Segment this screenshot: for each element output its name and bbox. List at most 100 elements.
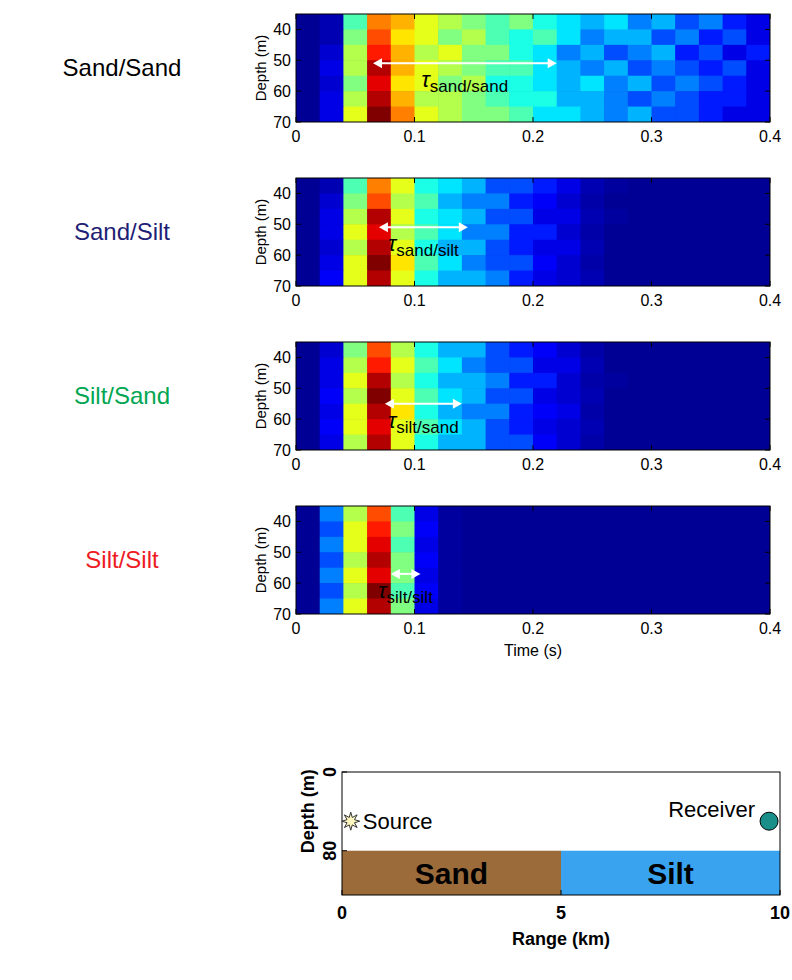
heatmap-cells — [296, 14, 770, 122]
heatmap-cell — [628, 193, 652, 209]
heatmap-cell — [438, 178, 462, 194]
heatmap-cell — [723, 373, 747, 389]
heatmap-cell — [580, 568, 604, 584]
heatmap-cell — [580, 521, 604, 537]
heatmap-cell — [723, 45, 747, 61]
heatmap-cell — [533, 91, 557, 107]
heatmap-cell — [723, 14, 747, 30]
heatmap-cell — [391, 107, 415, 122]
heatmap-cell — [509, 373, 533, 389]
heatmap-cell — [580, 60, 604, 76]
heatmap-cell — [628, 373, 652, 389]
heatmap-cell — [296, 60, 320, 76]
heatmap-cell — [652, 178, 676, 194]
heatmap-cell — [367, 552, 391, 568]
heatmap-cell — [699, 521, 723, 537]
heatmap-cell — [557, 224, 581, 240]
heatmap-cell — [391, 521, 415, 537]
heatmap-cell — [343, 45, 367, 61]
heatmap-cell — [675, 552, 699, 568]
plot-frame — [296, 14, 770, 122]
x-tick — [651, 281, 652, 286]
heatmap-cell — [723, 435, 747, 450]
x-tick-label: 0 — [337, 903, 347, 923]
heatmap-cell — [675, 60, 699, 76]
source-label: Source — [363, 809, 433, 834]
y-tick — [765, 521, 770, 522]
heatmap-cell — [723, 568, 747, 584]
heatmap-cell — [320, 91, 344, 107]
heatmap-cell — [533, 178, 557, 194]
panel: 00.10.20.30.440506070Depth (m)Time (s)Si… — [85, 506, 781, 659]
heatmap-cell — [604, 583, 628, 599]
heatmap-cell — [746, 45, 770, 61]
heatmap-cell — [604, 521, 628, 537]
heatmap-cell — [628, 506, 652, 522]
heatmap-cell — [580, 373, 604, 389]
heatmap-cell — [296, 419, 320, 435]
heatmap-cell — [343, 193, 367, 209]
x-tick — [651, 14, 652, 19]
heatmap-cell — [509, 91, 533, 107]
heatmap-cell — [675, 29, 699, 45]
heatmap-cell — [604, 240, 628, 256]
arrow-head — [548, 58, 557, 68]
heatmap-cell — [343, 583, 367, 599]
x-tick-label: 0.1 — [403, 456, 425, 473]
heatmap-cell — [320, 209, 344, 225]
heatmap-cell — [533, 271, 557, 286]
heatmap-cell — [320, 14, 344, 30]
heatmap-cell — [296, 45, 320, 61]
y-tick-label: 70 — [273, 442, 291, 459]
heatmap-cell — [580, 29, 604, 45]
x-tick — [296, 445, 297, 450]
heatmap-cell — [486, 240, 510, 256]
heatmap-cell — [509, 76, 533, 92]
y-tick — [765, 91, 770, 92]
heatmap-cell — [438, 388, 462, 404]
y-tick-label: 50 — [273, 52, 291, 69]
heatmap-cell — [486, 271, 510, 286]
heatmap-cell — [296, 583, 320, 599]
heatmap-cell — [723, 29, 747, 45]
heatmap-cell — [509, 45, 533, 61]
heatmap-cell — [296, 29, 320, 45]
heatmap-cell — [746, 14, 770, 30]
heatmap-cell — [533, 583, 557, 599]
heatmap-cell — [557, 599, 581, 614]
heatmap-cell — [415, 271, 439, 286]
heatmap-cell — [628, 342, 652, 358]
heatmap-cell — [320, 240, 344, 256]
x-tick — [533, 117, 534, 122]
heatmap-cell — [367, 45, 391, 61]
heatmap-cell — [320, 357, 344, 373]
layer-label: Sand — [415, 857, 488, 890]
heatmap-cell — [296, 506, 320, 522]
heatmap-cell — [415, 435, 439, 450]
heatmap-cell — [699, 45, 723, 61]
heatmap-cell — [628, 45, 652, 61]
heatmap-cell — [391, 537, 415, 553]
heatmap-cell — [320, 271, 344, 286]
heatmap-cell — [415, 342, 439, 358]
x-tick — [414, 506, 415, 511]
heatmap-cell — [320, 568, 344, 584]
y-tick — [296, 450, 301, 451]
y-tick — [765, 614, 770, 615]
heatmap-cell — [746, 599, 770, 614]
panel-title: Sand/Sand — [63, 54, 182, 81]
heatmap-cell — [675, 583, 699, 599]
heatmap-cell — [415, 388, 439, 404]
heatmap-cell — [628, 29, 652, 45]
heatmap-cell — [580, 107, 604, 122]
heatmap-cell — [604, 419, 628, 435]
heatmap-cell — [296, 388, 320, 404]
heatmap-cell — [462, 107, 486, 122]
plot-frame — [296, 506, 770, 614]
arrow-head — [379, 222, 388, 232]
heatmap-cell — [557, 357, 581, 373]
y-tick-label: 40 — [273, 349, 291, 366]
x-tick — [533, 506, 534, 511]
x-tick-label: 5 — [556, 903, 566, 923]
heatmap-cell — [296, 14, 320, 30]
